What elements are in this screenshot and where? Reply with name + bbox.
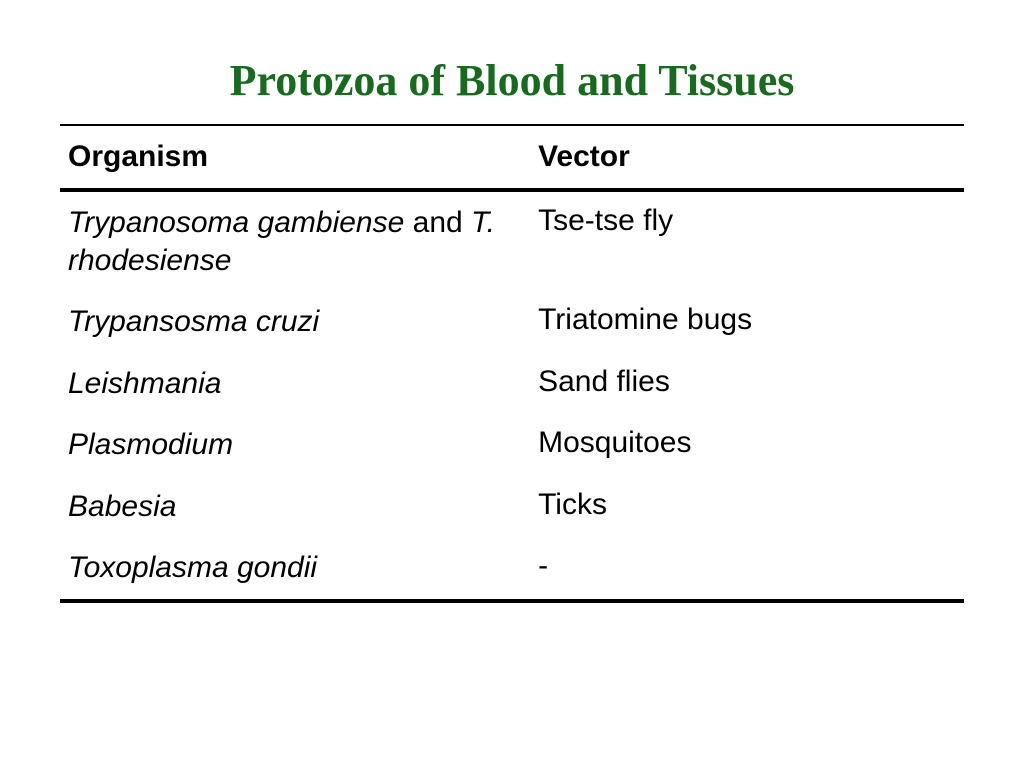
table-row: Babesia Ticks <box>60 476 964 538</box>
organism-cell: Toxoplasma gondii <box>60 537 530 601</box>
vector-cell: - <box>530 537 964 601</box>
table-row: Leishmania Sand flies <box>60 353 964 415</box>
organism-text: Babesia <box>68 490 176 523</box>
organism-cell: Trypansosma cruzi <box>60 291 530 353</box>
organism-text: Trypanosoma gambiense <box>68 206 404 239</box>
organism-text: Plasmodium <box>68 428 233 461</box>
vector-cell: Triatomine bugs <box>530 291 964 353</box>
table-row: Trypanosoma gambiense and T. rhodesiense… <box>60 190 964 291</box>
table-row: Toxoplasma gondii - <box>60 537 964 601</box>
table-row: Plasmodium Mosquitoes <box>60 414 964 476</box>
organism-cell: Trypanosoma gambiense and T. rhodesiense <box>60 190 530 291</box>
organism-text: and <box>404 206 471 239</box>
table-row: Trypansosma cruzi Triatomine bugs <box>60 291 964 353</box>
vector-cell: Mosquitoes <box>530 414 964 476</box>
organism-text: Trypansosma cruzi <box>68 305 319 338</box>
col-header-organism: Organism <box>60 125 530 190</box>
organism-text: Toxoplasma gondii <box>68 551 317 584</box>
page-title: Protozoa of Blood and Tissues <box>60 55 964 106</box>
vector-cell: Tse-tse fly <box>530 190 964 291</box>
organism-cell: Plasmodium <box>60 414 530 476</box>
col-header-vector: Vector <box>530 125 964 190</box>
vector-cell: Sand flies <box>530 353 964 415</box>
vector-cell: Ticks <box>530 476 964 538</box>
organism-text: Leishmania <box>68 367 221 400</box>
organism-cell: Leishmania <box>60 353 530 415</box>
protozoa-table: Organism Vector Trypanosoma gambiense an… <box>60 124 964 603</box>
organism-cell: Babesia <box>60 476 530 538</box>
table-header-row: Organism Vector <box>60 125 964 190</box>
